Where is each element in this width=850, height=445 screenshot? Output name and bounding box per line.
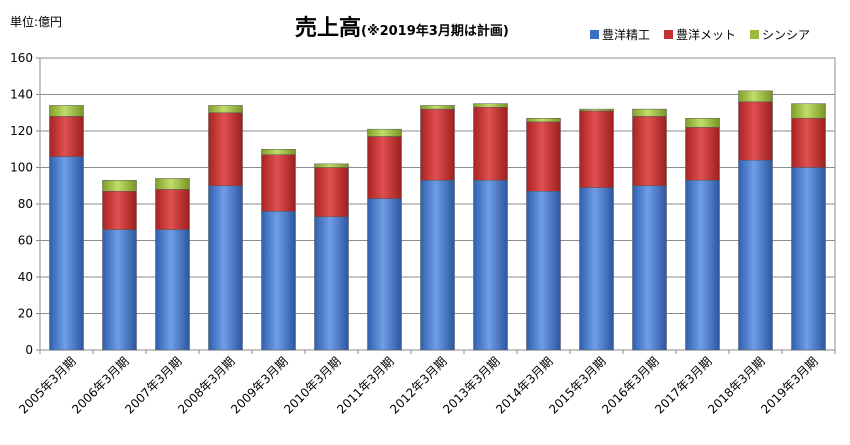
x-tick-label-14: 2019年3月期 bbox=[758, 354, 820, 416]
legend-item-1: 豊洋メット bbox=[664, 26, 736, 43]
bar-2-1 bbox=[102, 180, 137, 192]
bar-2-3 bbox=[208, 105, 243, 113]
chart-title-wrap: 売上高(※2019年3月期は計画) bbox=[295, 10, 509, 42]
y-tick-label-7: 140 bbox=[10, 88, 33, 102]
y-tick-label-5: 100 bbox=[10, 161, 33, 175]
legend-label-0: 豊洋精工 bbox=[602, 28, 651, 42]
y-tick-label-8: 160 bbox=[10, 51, 33, 65]
bar-1-7 bbox=[420, 108, 455, 181]
bar-0-2 bbox=[155, 229, 190, 351]
bar-0-5 bbox=[314, 216, 349, 351]
chart-title: 売上高 bbox=[295, 16, 362, 41]
y-tick-label-6: 120 bbox=[10, 124, 33, 138]
legend: 豊洋精工 豊洋メット シンシア bbox=[590, 26, 810, 43]
bar-0-10 bbox=[579, 187, 614, 351]
bar-0-14 bbox=[791, 167, 826, 351]
bar-1-8 bbox=[473, 107, 508, 181]
legend-label-2: シンシア bbox=[762, 28, 811, 42]
bar-0-7 bbox=[420, 180, 455, 351]
bar-1-14 bbox=[791, 117, 826, 168]
bar-1-11 bbox=[632, 116, 667, 186]
bar-2-4 bbox=[261, 149, 296, 155]
y-tick-label-4: 80 bbox=[18, 197, 33, 211]
bar-0-0 bbox=[49, 156, 84, 351]
bar-0-3 bbox=[208, 185, 243, 351]
bar-2-14 bbox=[791, 103, 826, 119]
bar-2-11 bbox=[632, 108, 667, 117]
bar-0-6 bbox=[367, 198, 402, 351]
bar-2-10 bbox=[579, 108, 614, 112]
bar-0-8 bbox=[473, 180, 508, 351]
bar-1-6 bbox=[367, 136, 402, 199]
bar-1-10 bbox=[579, 110, 614, 188]
bar-2-12 bbox=[685, 117, 720, 128]
bar-1-3 bbox=[208, 112, 243, 186]
bar-1-9 bbox=[526, 121, 561, 192]
y-tick-label-3: 60 bbox=[18, 234, 33, 248]
legend-swatch-2 bbox=[750, 30, 760, 39]
bar-2-0 bbox=[49, 105, 84, 117]
bar-1-0 bbox=[49, 116, 84, 157]
bar-2-6 bbox=[367, 128, 402, 137]
chart-subtitle: (※2019年3月期は計画) bbox=[361, 24, 509, 39]
bar-1-4 bbox=[261, 154, 296, 212]
legend-swatch-0 bbox=[590, 30, 599, 39]
bar-1-1 bbox=[102, 190, 137, 230]
bar-0-9 bbox=[526, 190, 561, 351]
bar-1-13 bbox=[738, 101, 773, 161]
y-tick-label-2: 40 bbox=[18, 270, 33, 284]
bar-1-5 bbox=[314, 167, 349, 218]
bar-0-11 bbox=[632, 185, 667, 351]
legend-item-2: シンシア bbox=[750, 26, 810, 43]
bar-2-5 bbox=[314, 163, 349, 168]
bar-0-1 bbox=[102, 229, 137, 351]
unit-label: 単位:億円 bbox=[10, 15, 63, 29]
bar-2-13 bbox=[738, 90, 773, 103]
bar-0-12 bbox=[685, 180, 720, 351]
y-tick-label-0: 0 bbox=[25, 343, 33, 357]
bar-1-12 bbox=[685, 127, 720, 181]
bar-2-7 bbox=[420, 105, 455, 110]
legend-swatch-1 bbox=[664, 30, 674, 39]
y-tick-label-1: 20 bbox=[18, 307, 33, 321]
bar-2-9 bbox=[526, 117, 561, 123]
bar-2-2 bbox=[155, 178, 190, 190]
bar-0-13 bbox=[738, 159, 773, 351]
legend-label-1: 豊洋メット bbox=[676, 28, 737, 42]
legend-item-0: 豊洋精工 bbox=[590, 26, 650, 43]
bar-1-2 bbox=[155, 189, 190, 230]
bar-0-4 bbox=[261, 211, 296, 351]
bar-2-8 bbox=[473, 103, 508, 108]
